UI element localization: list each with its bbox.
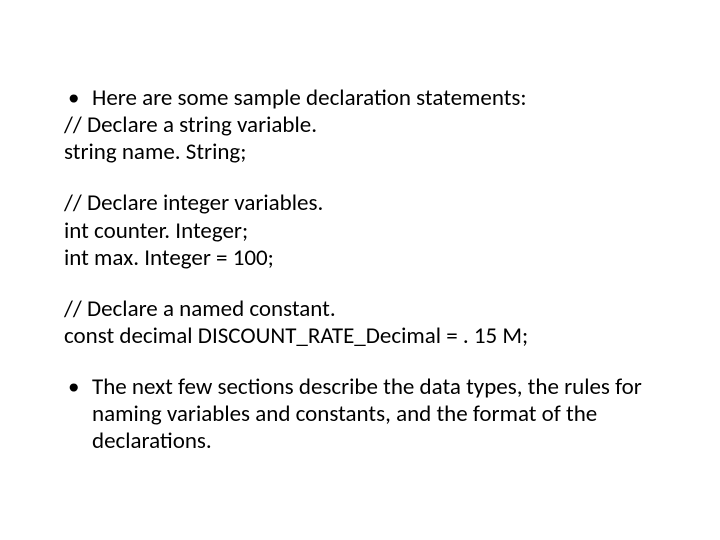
code-comment-int: // Declare integer variables. [64,190,656,217]
code-comment-const: // Declare a named constant. [64,296,656,323]
gap-3 [64,350,656,374]
gap-1 [64,166,656,190]
block-1: Here are some sample declaration stateme… [64,85,656,166]
bullet-intro: Here are some sample declaration stateme… [64,85,656,112]
code-int-max: int max. Integer = 100; [64,245,656,272]
gap-2 [64,272,656,296]
code-string-decl: string name. String; [64,139,656,166]
code-comment-string: // Declare a string variable. [64,112,656,139]
code-const-decl: const decimal DISCOUNT_RATE_Decimal = . … [64,323,656,350]
bullet-outro: The next few sections describe the data … [64,374,656,455]
slide-body: Here are some sample declaration stateme… [0,0,720,540]
block-3: // Declare a named constant. const decim… [64,296,656,350]
code-int-counter: int counter. Integer; [64,218,656,245]
block-2: // Declare integer variables. int counte… [64,190,656,271]
block-4: The next few sections describe the data … [64,374,656,455]
